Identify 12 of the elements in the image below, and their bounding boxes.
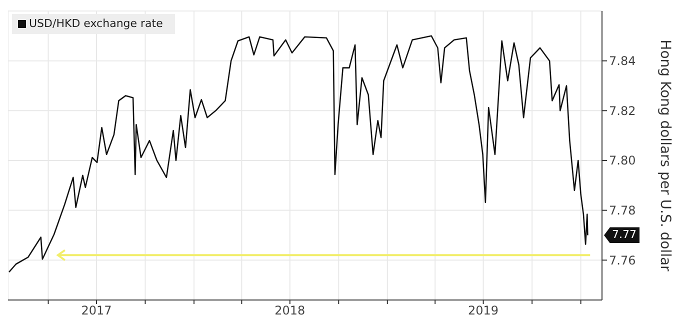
y-tick-label: 7.82 xyxy=(609,104,636,118)
y-tick-label: 7.80 xyxy=(609,154,636,168)
x-tick-label: 2018 xyxy=(274,304,306,318)
y-axis-title: Hong Kong dollars per U.S. dollar xyxy=(657,40,674,272)
text: 7.77 xyxy=(604,227,640,244)
y-tick-label: 7.78 xyxy=(609,204,636,218)
legend-label: USD/HKD exchange rate xyxy=(29,17,163,30)
x-tick-label: 2019 xyxy=(468,304,499,318)
y-tick-label: 7.76 xyxy=(609,253,636,268)
y-tick-label: 7.84 xyxy=(609,54,636,68)
line-series xyxy=(8,35,588,273)
x-tick-label: 2017 xyxy=(81,304,112,318)
